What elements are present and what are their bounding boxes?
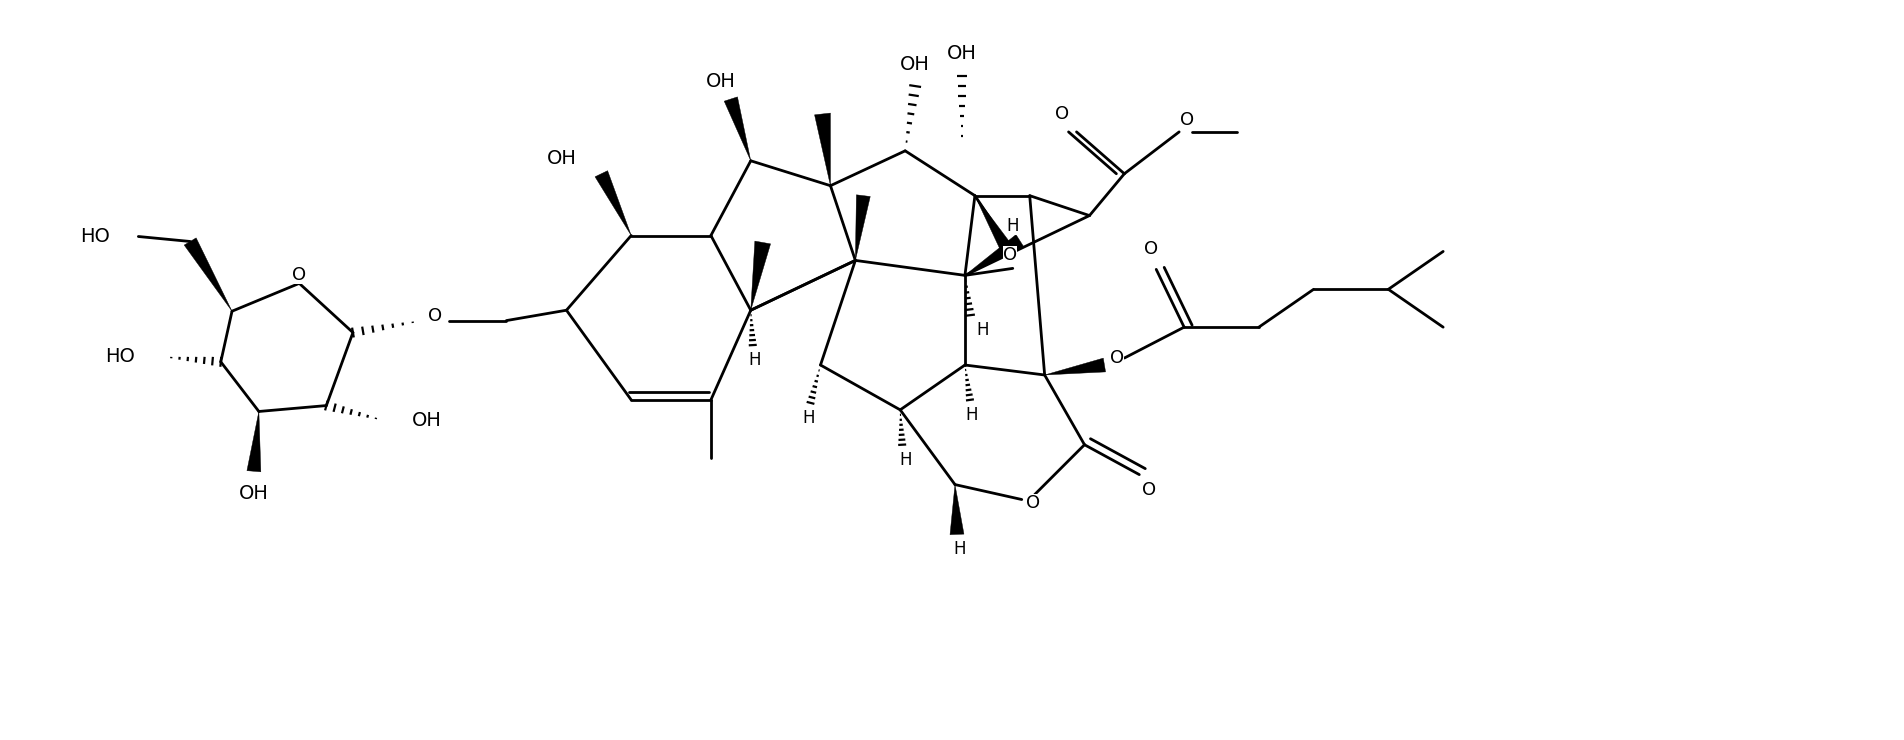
Polygon shape [855, 195, 870, 260]
Text: O: O [1110, 349, 1125, 367]
Text: O: O [291, 266, 307, 284]
Text: OH: OH [706, 72, 735, 90]
Text: OH: OH [901, 55, 929, 74]
Text: HO: HO [105, 347, 135, 366]
Text: O: O [1180, 111, 1194, 129]
Text: H: H [1007, 217, 1019, 235]
Text: O: O [1026, 494, 1040, 511]
Text: OH: OH [411, 411, 442, 430]
Polygon shape [975, 195, 1009, 249]
Text: OH: OH [240, 484, 268, 502]
Text: O: O [1144, 240, 1158, 258]
Text: OH: OH [946, 44, 977, 63]
Polygon shape [750, 241, 771, 310]
Polygon shape [724, 97, 750, 161]
Text: O: O [1142, 480, 1156, 499]
Polygon shape [965, 235, 1024, 275]
Text: H: H [965, 406, 979, 424]
Text: H: H [748, 351, 762, 369]
Text: O: O [1055, 105, 1068, 123]
Text: O: O [428, 306, 442, 325]
Polygon shape [815, 113, 830, 186]
Text: HO: HO [80, 227, 110, 246]
Polygon shape [596, 171, 632, 235]
Polygon shape [185, 238, 232, 312]
Text: H: H [802, 408, 815, 427]
Text: OH: OH [546, 149, 577, 168]
Text: O: O [1003, 246, 1017, 264]
Text: H: H [899, 451, 912, 468]
Text: H: H [977, 321, 990, 339]
Polygon shape [950, 485, 963, 535]
Text: H: H [954, 540, 965, 558]
Polygon shape [248, 411, 261, 472]
Polygon shape [1045, 358, 1106, 375]
